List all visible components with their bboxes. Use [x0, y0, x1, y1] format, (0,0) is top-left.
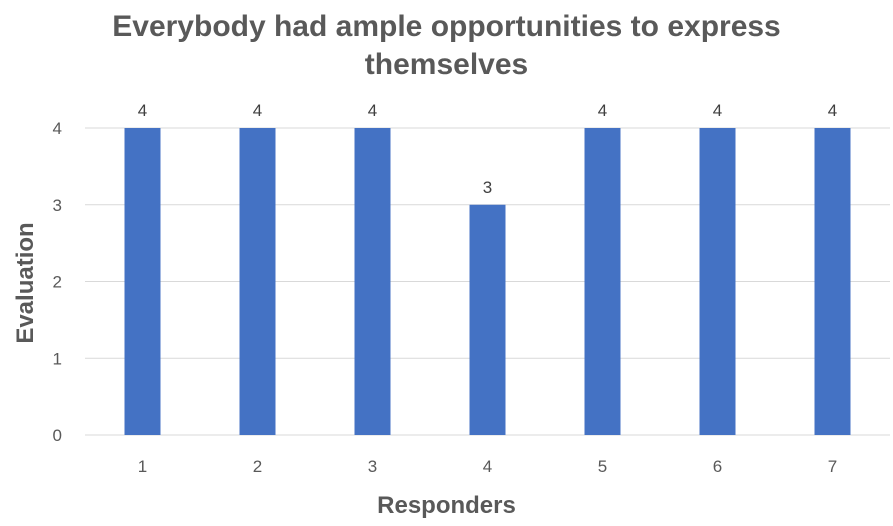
y-tick-label: 0	[53, 426, 62, 445]
x-tick-label: 6	[713, 457, 722, 476]
bar	[469, 204, 506, 435]
data-label: 4	[713, 101, 722, 120]
bar	[699, 128, 736, 435]
x-tick-label: 1	[138, 457, 147, 476]
data-label: 4	[253, 101, 262, 120]
data-label: 4	[828, 101, 837, 120]
y-tick-label: 4	[53, 119, 62, 138]
chart-title: Everybody had ample opportunities to exp…	[112, 10, 781, 81]
x-tick-labels: 1 2 3 4 5 6 7	[138, 457, 837, 476]
bars	[124, 128, 851, 435]
y-tick-labels: 0 1 2 3 4	[53, 119, 62, 445]
bar	[584, 128, 621, 435]
data-label: 4	[598, 101, 607, 120]
x-tick-label: 4	[483, 457, 492, 476]
x-tick-label: 5	[598, 457, 607, 476]
data-labels: 4 4 4 3 4 4 4	[138, 101, 837, 197]
x-tick-label: 2	[253, 457, 262, 476]
x-tick-label: 3	[368, 457, 377, 476]
bar	[814, 128, 851, 435]
y-tick-label: 1	[53, 349, 62, 368]
data-label: 4	[368, 101, 377, 120]
bar	[239, 128, 276, 435]
y-tick-label: 3	[53, 196, 62, 215]
y-tick-label: 2	[53, 273, 62, 292]
data-label: 3	[483, 178, 492, 197]
x-axis-label: Responders	[377, 492, 516, 519]
bar	[354, 128, 391, 435]
data-label: 4	[138, 101, 147, 120]
x-tick-label: 7	[828, 457, 837, 476]
bar	[124, 128, 161, 435]
